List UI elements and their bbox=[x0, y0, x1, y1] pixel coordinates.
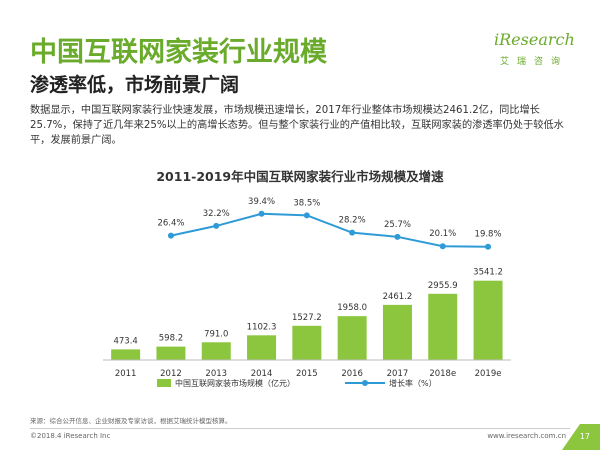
bar bbox=[201, 342, 231, 360]
bar-value-label: 3541.2 bbox=[473, 268, 503, 278]
bar-value-label: 791.0 bbox=[204, 329, 228, 339]
x-tick-label: 2013 bbox=[205, 369, 227, 379]
growth-rate-point bbox=[439, 243, 446, 250]
bar-value-label: 598.2 bbox=[159, 334, 183, 344]
copyright-text: ©2018.4 iResearch Inc bbox=[30, 432, 111, 440]
source-note: 来源：综合公开信息、企业财报及专家访谈，根据艾瑞统计模型核算。 bbox=[30, 417, 232, 425]
page-title: 中国互联网家装行业规模 bbox=[30, 37, 327, 68]
growth-rate-label: 28.2% bbox=[339, 216, 366, 226]
legend-swatch-bars bbox=[157, 379, 171, 387]
growth-rate-label: 19.8% bbox=[475, 230, 502, 240]
bar bbox=[337, 316, 367, 360]
website-link[interactable]: www.iresearch.com.cn bbox=[487, 432, 566, 440]
bar-value-label: 2955.9 bbox=[428, 281, 458, 291]
growth-rate-label: 32.2% bbox=[203, 209, 230, 219]
growth-rate-point bbox=[485, 243, 492, 250]
page-number-badge bbox=[562, 424, 600, 450]
growth-rate-point bbox=[394, 233, 401, 240]
bar bbox=[111, 349, 141, 360]
growth-rate-point bbox=[258, 210, 265, 217]
legend-swatch-line-marker bbox=[362, 380, 368, 386]
bar bbox=[473, 280, 503, 360]
growth-rate-label: 38.5% bbox=[293, 198, 320, 208]
growth-rate-label: 39.4% bbox=[248, 197, 275, 207]
bar bbox=[156, 346, 186, 360]
footer-divider bbox=[30, 428, 570, 429]
bar-value-label: 2461.2 bbox=[383, 292, 413, 302]
bar-value-label: 473.4 bbox=[113, 336, 137, 346]
page-number: 17 bbox=[579, 432, 590, 441]
x-tick-label: 2019e bbox=[475, 369, 502, 379]
legend-label-bars: 中国互联网家装市场规模（亿元） bbox=[175, 378, 295, 388]
growth-rate-point bbox=[213, 222, 220, 229]
bar-value-label: 1527.2 bbox=[292, 313, 322, 323]
chart-title: 2011-2019年中国互联网家装行业市场规模及增速 bbox=[156, 169, 444, 184]
logo-tagline: 艾瑞咨询 bbox=[500, 57, 569, 67]
bar-value-label: 1102.3 bbox=[247, 322, 277, 332]
x-tick-label: 2017 bbox=[387, 369, 409, 379]
iresearch-logo: iResearch 艾瑞咨询 bbox=[494, 30, 575, 70]
description-text: 数据显示，中国互联网家装行业快速发展，市场规模迅速增长，2017年行业整体市场规… bbox=[30, 105, 564, 146]
bar bbox=[428, 293, 458, 360]
bar bbox=[247, 335, 277, 360]
x-tick-label: 2015 bbox=[296, 369, 318, 379]
growth-rate-point bbox=[303, 212, 310, 219]
logo-name: iResearch bbox=[494, 30, 575, 49]
x-tick-label: 2011 bbox=[115, 369, 137, 379]
x-tick-label: 2014 bbox=[251, 369, 273, 379]
growth-rate-line bbox=[170, 212, 489, 248]
bar bbox=[382, 304, 412, 360]
x-tick-label: 2016 bbox=[341, 369, 363, 379]
growth-rate-point bbox=[349, 229, 356, 236]
x-tick-label: 2018e bbox=[429, 369, 456, 379]
legend-label-line: 增长率（%） bbox=[389, 378, 437, 388]
growth-rate-label: 26.4% bbox=[157, 219, 184, 229]
x-tick-label: 2012 bbox=[160, 369, 182, 379]
growth-rate-point bbox=[167, 232, 174, 239]
growth-rate-label: 20.1% bbox=[429, 229, 456, 239]
growth-rate-label: 25.7% bbox=[384, 220, 411, 230]
bar-value-label: 1958.0 bbox=[337, 303, 367, 313]
page-subtitle: 渗透率低，市场前景广阔 bbox=[30, 74, 240, 96]
bar bbox=[292, 325, 322, 360]
